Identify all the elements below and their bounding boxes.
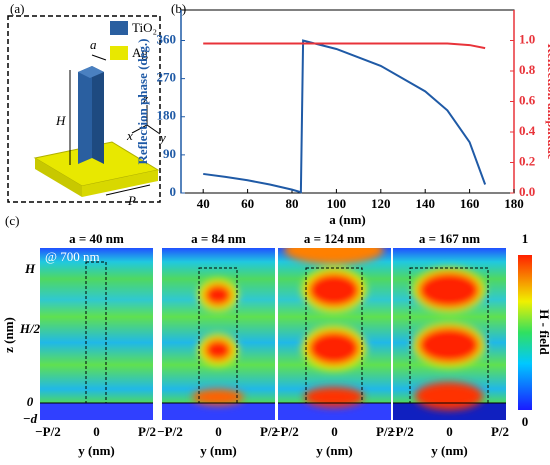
label: P (127, 193, 136, 208)
y2-tick-label: 0.2 (519, 153, 535, 168)
y-axis-label: y (nm) (316, 443, 352, 458)
z-tick-label: −d (23, 411, 38, 426)
y-tick-label: 180 (157, 108, 177, 123)
y-tick-label: −P/2 (273, 424, 298, 439)
panel-label: (c) (5, 213, 19, 228)
diagram: TiO₂ Ag a H P z x y (7, 15, 166, 208)
y2-tick-label: 0.0 (519, 184, 535, 199)
field-map (278, 248, 391, 420)
label: z (142, 91, 148, 106)
x-tick-label: 180 (504, 196, 524, 211)
map-title: a = 40 nm (69, 231, 124, 246)
y-tick-label: −P/2 (157, 424, 182, 439)
label: x (126, 128, 133, 143)
field-map (162, 248, 275, 420)
panel-label: (a) (10, 1, 24, 16)
map-title: a = 84 nm (191, 231, 246, 246)
y2-axis-label: Reflection amplitude (545, 44, 550, 160)
y-axis-label: y (nm) (431, 443, 467, 458)
a-arrow (91, 54, 107, 61)
y-tick-label: P/2 (260, 424, 278, 439)
panel-label: (b) (171, 1, 186, 16)
y-tick-label: −P/2 (35, 424, 60, 439)
colorbar (518, 255, 532, 410)
y-tick-label: P/2 (376, 424, 394, 439)
y-tick-label: −P/2 (388, 424, 413, 439)
label: y (158, 130, 166, 145)
plot-frame (180, 9, 515, 194)
x-tick-label: 160 (460, 196, 480, 211)
pillar-top (78, 66, 104, 78)
x-tick-label: 100 (327, 196, 347, 211)
axis-y (146, 124, 161, 135)
x-tick-label: 60 (241, 196, 254, 211)
field-map (393, 248, 506, 420)
y-tick-label: 0 (446, 424, 453, 439)
y-tick-label: P/2 (491, 424, 509, 439)
z-tick-label: 0 (27, 394, 34, 409)
y-tick-label: 0 (170, 184, 177, 199)
legend-label: Ag (132, 45, 148, 60)
series-line (203, 39, 487, 194)
pillar-left (78, 66, 92, 164)
x-axis-label: a (nm) (329, 212, 365, 227)
z-axis-label: z (nm) (1, 317, 16, 353)
z-tick-label: H (24, 261, 36, 276)
frame (7, 15, 161, 203)
z-tick-label: H/2 (19, 321, 41, 336)
p-arrow (105, 184, 151, 196)
x-tick-label: 140 (415, 196, 435, 211)
y-tick-label: P/2 (138, 424, 156, 439)
colorbar-max: 1 (522, 231, 529, 246)
x-tick-label: 40 (197, 196, 210, 211)
label: a (90, 37, 97, 52)
legend-swatch (110, 21, 128, 35)
map-title: a = 167 nm (419, 231, 480, 246)
y-tick-label: 360 (157, 31, 177, 46)
substrate-front (82, 170, 158, 197)
y-axis-label: y (nm) (78, 443, 114, 458)
series-line (203, 42, 486, 50)
legend-swatch (110, 46, 128, 60)
y-tick-label: 90 (163, 146, 176, 161)
map-title: a = 124 nm (304, 231, 365, 246)
y2-tick-label: 0.4 (519, 123, 536, 138)
y-tick-label: 0 (93, 424, 100, 439)
x-tick-label: 80 (286, 196, 299, 211)
colorbar-label: H - field (537, 309, 550, 355)
y2-tick-label: 1.0 (519, 31, 535, 46)
y2-tick-label: 0.8 (519, 62, 536, 77)
substrate-side (35, 158, 82, 197)
y-axis-label: y (nm) (200, 443, 236, 458)
colorbar-min: 0 (522, 414, 529, 429)
y-tick-label: 0 (215, 424, 222, 439)
field-map (40, 248, 153, 420)
label: H (55, 113, 66, 128)
legend-label: TiO₂ (132, 20, 157, 35)
annotation: @ 700 nm (45, 249, 100, 264)
axis-x (131, 124, 148, 134)
x-tick-label: 120 (371, 196, 391, 211)
y-tick-label: 0 (331, 424, 338, 439)
y2-tick-label: 0.6 (519, 92, 536, 107)
pillar-right (92, 66, 104, 164)
y-tick-label: 270 (157, 70, 177, 85)
y-axis-label: Reflection phase (deg.) (135, 38, 150, 164)
